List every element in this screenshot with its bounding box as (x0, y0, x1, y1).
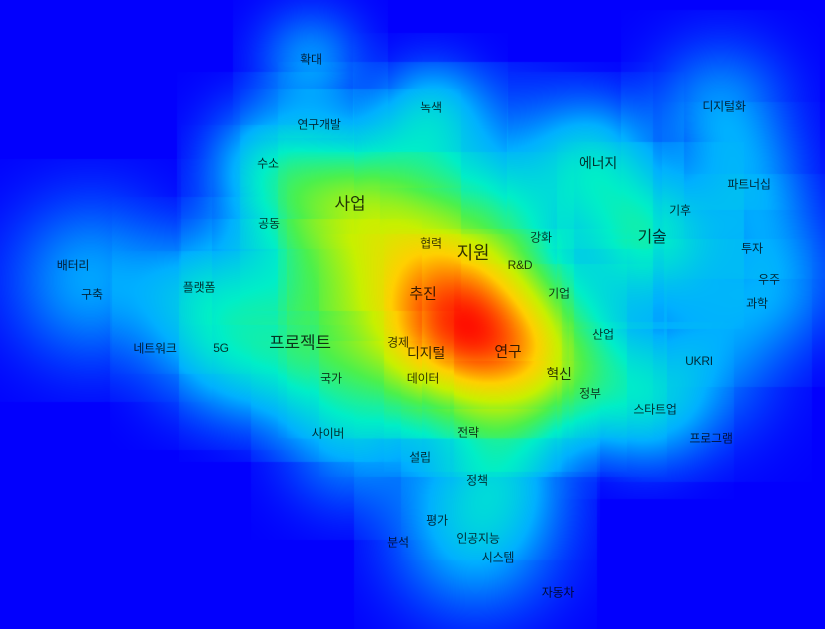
word-label: 프로젝트 (269, 329, 331, 354)
word-label: 지원 (457, 239, 490, 265)
word-label: 산업 (592, 326, 614, 343)
word-label: 플랫폼 (183, 279, 216, 296)
word-label: 공동 (258, 215, 280, 232)
word-label: 5G (213, 341, 229, 355)
word-label: 구축 (81, 286, 103, 303)
word-label: 전략 (457, 424, 479, 441)
word-label: 파트너십 (727, 176, 770, 193)
word-label: 혁신 (546, 364, 571, 384)
word-label: 사이버 (312, 425, 345, 442)
word-label: 네트워크 (133, 340, 176, 357)
word-label: 투자 (741, 240, 763, 257)
word-label: 연구 (494, 341, 521, 362)
word-label: 확대 (300, 51, 322, 68)
word-label: 인공지능 (456, 530, 499, 547)
word-label: 시스템 (482, 549, 515, 566)
word-label: 정책 (466, 472, 488, 489)
word-label: 정부 (579, 385, 601, 402)
heatmap-wordcloud: 지원 사업프로젝트 기술추진연구혁신 디지털 에너지협력 강화 R&D 경제데이터 기업산업정부… (0, 0, 825, 629)
word-label: 경제 (387, 334, 409, 351)
word-label: 국가 (320, 370, 342, 387)
word-label: 데이터 (407, 370, 440, 387)
word-label: 자동차 (542, 584, 575, 601)
word-label: 기술 (637, 223, 666, 247)
word-label: 설립 (409, 449, 431, 466)
word-label: 강화 (530, 229, 552, 246)
word-label: 연구개발 (297, 116, 340, 133)
word-label: 배터리 (57, 257, 90, 274)
word-label: 기업 (548, 285, 570, 302)
word-label: R&D (508, 258, 533, 272)
word-label: 디지털화 (702, 98, 745, 115)
word-label: 추진 (409, 283, 436, 304)
word-label: 분석 (387, 534, 409, 551)
word-label: 디지털 (407, 343, 445, 363)
word-label: 스타트업 (633, 401, 676, 418)
word-label: 평가 (426, 512, 448, 529)
word-label: 녹색 (420, 99, 442, 116)
word-label: 기후 (669, 202, 691, 219)
word-label: 과학 (746, 295, 768, 312)
word-label: 사업 (335, 190, 366, 215)
word-label: 협력 (420, 235, 442, 252)
word-label: 에너지 (579, 153, 617, 173)
word-label: 프로그램 (689, 430, 732, 447)
word-label: UKRI (685, 354, 713, 368)
word-label: 우주 (758, 271, 780, 288)
word-label: 수소 (257, 155, 279, 172)
heatmap-canvas (0, 0, 825, 629)
